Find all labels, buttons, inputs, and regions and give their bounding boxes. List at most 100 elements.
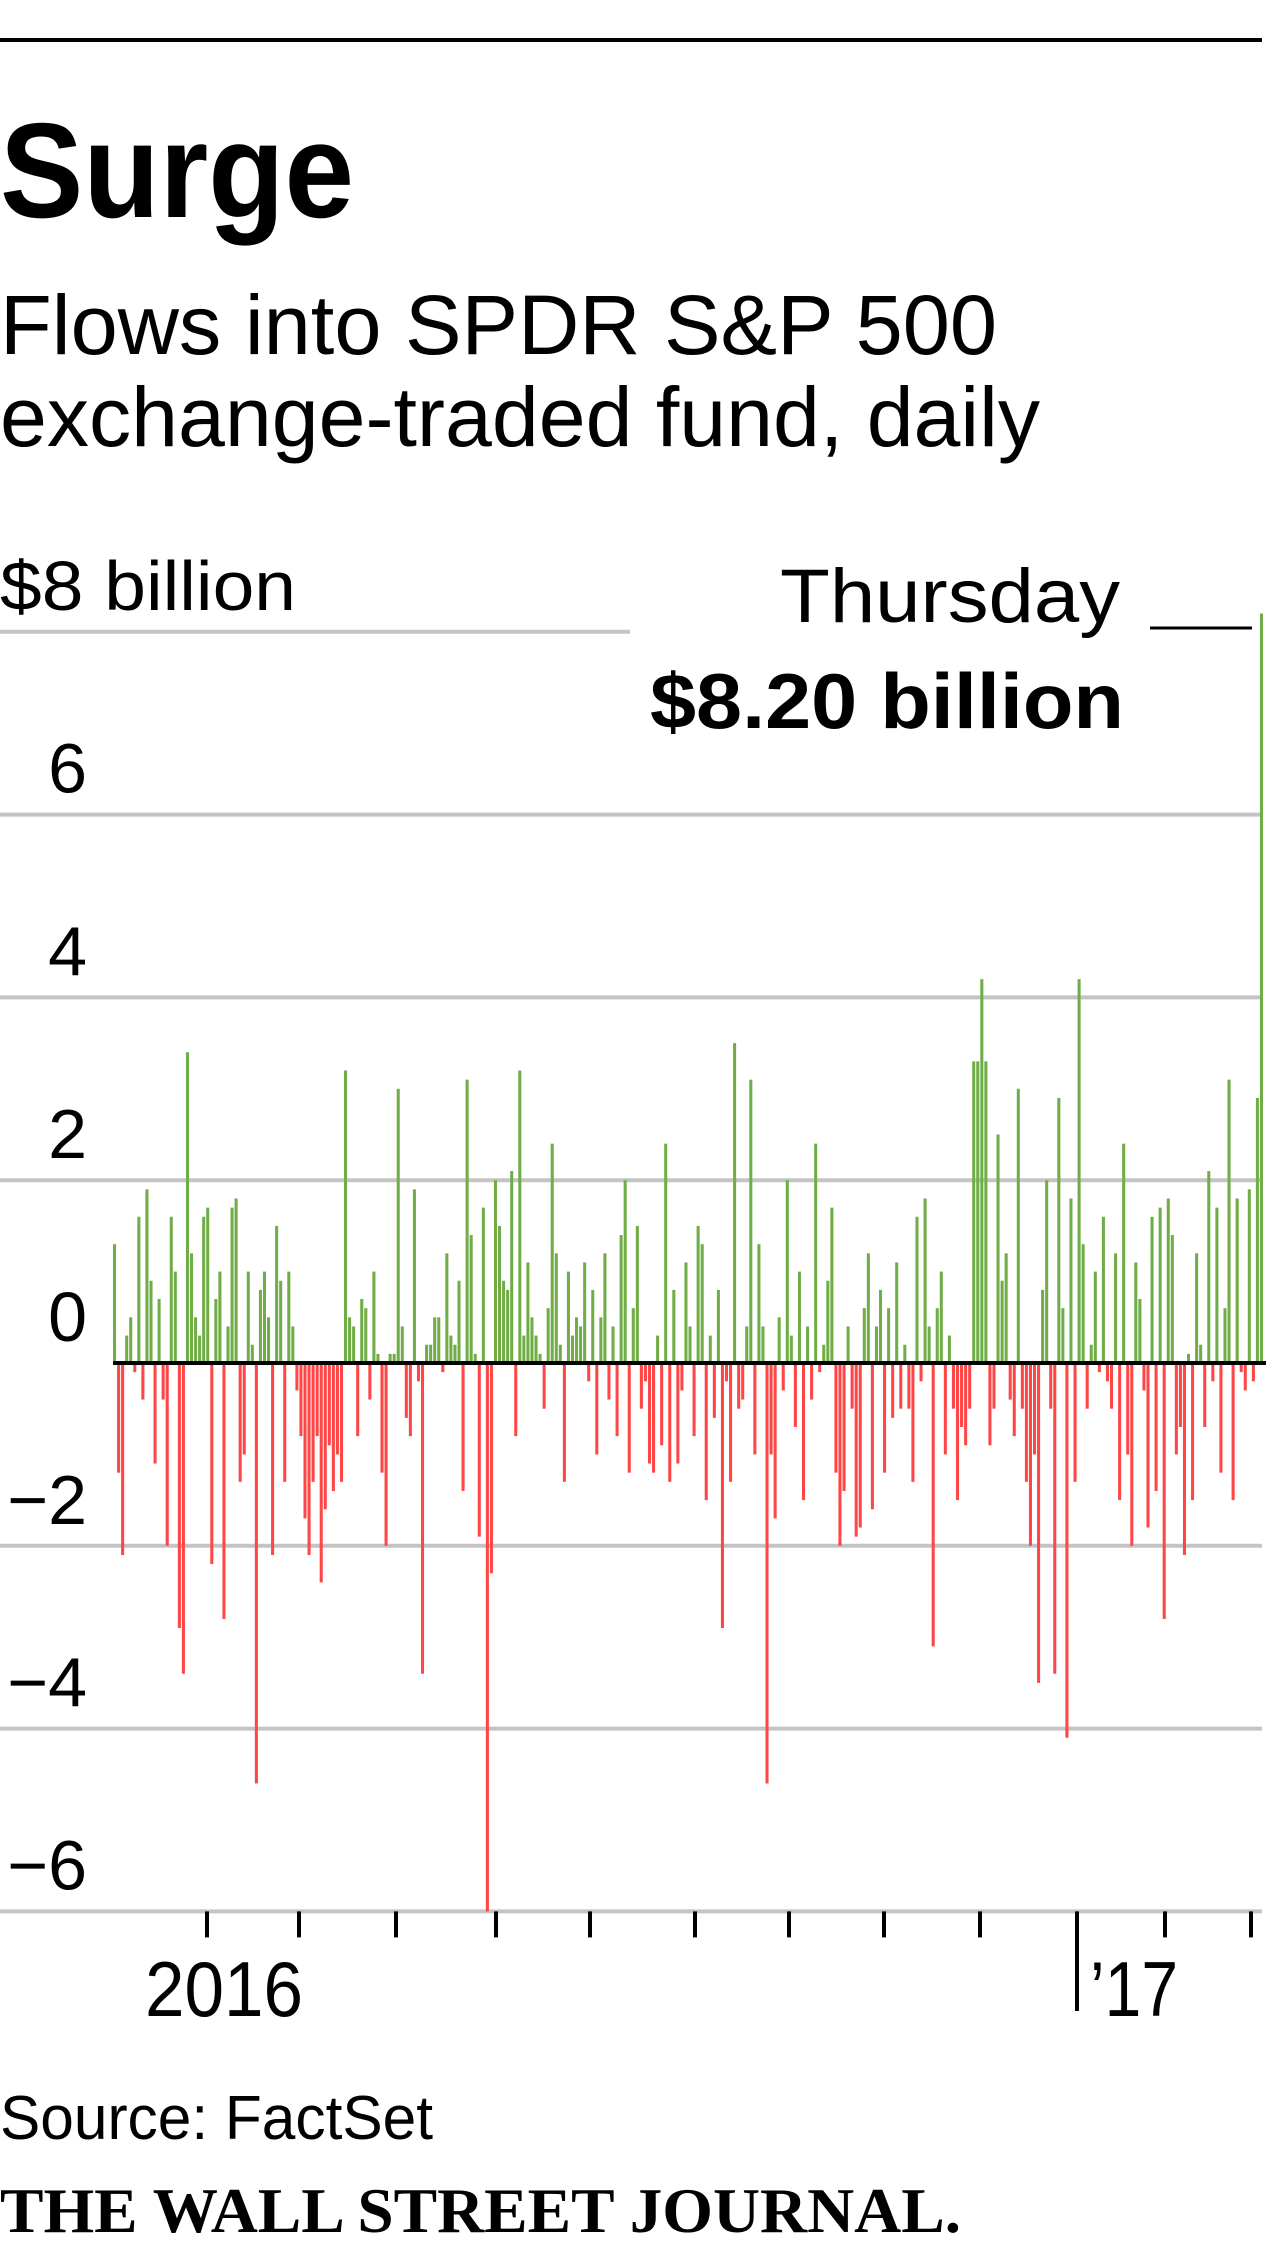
bar-inflow	[664, 1143, 668, 1363]
bar-inflow	[230, 1207, 234, 1363]
bar-outflow	[968, 1363, 972, 1409]
bar-outflow	[1073, 1363, 1077, 1482]
bar-inflow	[688, 1326, 692, 1363]
bar-outflow	[254, 1363, 258, 1784]
bar-inflow	[566, 1271, 570, 1363]
bar-outflow	[271, 1363, 275, 1555]
bar-outflow	[1008, 1363, 1012, 1400]
bar-outflow	[1109, 1363, 1114, 1409]
bar-inflow	[623, 1180, 627, 1363]
bar-inflow	[878, 1289, 883, 1363]
bar-inflow	[534, 1335, 538, 1363]
bar-outflow	[307, 1363, 311, 1555]
bar-outflow	[793, 1363, 797, 1427]
bar-outflow	[327, 1363, 331, 1446]
bar-outflow	[891, 1363, 895, 1418]
bar-inflow	[927, 1326, 931, 1363]
bar-inflow	[603, 1253, 607, 1363]
bar-inflow	[984, 1061, 988, 1363]
bar-inflow	[206, 1207, 210, 1363]
bar-outflow	[615, 1363, 619, 1437]
bar-outflow	[177, 1363, 181, 1629]
bar-inflow	[619, 1235, 623, 1363]
bar-outflow	[485, 1363, 489, 1912]
bar-inflow	[348, 1317, 352, 1363]
bar-inflow	[733, 1043, 737, 1363]
bar-outflow	[384, 1363, 388, 1546]
bar-outflow	[368, 1363, 372, 1400]
bar-outflow	[943, 1363, 947, 1455]
y-tick-label: $8 billion	[0, 547, 296, 625]
bar-inflow	[113, 1244, 117, 1363]
bar-outflow	[595, 1363, 599, 1455]
bar-inflow	[1227, 1079, 1231, 1363]
wsj-logo: THE WALL STREET JOURNAL.	[0, 2175, 961, 2246]
bar-outflow	[1178, 1363, 1182, 1427]
bar-inflow	[445, 1253, 449, 1363]
bar-outflow	[1097, 1363, 1101, 1373]
bar-outflow	[441, 1363, 445, 1373]
chart-title: Surge	[0, 95, 354, 246]
y-tick-label: 6	[48, 730, 87, 808]
bar-outflow	[724, 1363, 729, 1382]
bar-inflow	[550, 1143, 554, 1363]
bar-outflow	[1174, 1363, 1178, 1455]
bar-inflow	[757, 1244, 761, 1363]
bar-outflow	[773, 1363, 777, 1519]
bar-inflow	[530, 1317, 534, 1363]
bar-inflow	[453, 1344, 457, 1363]
bar-outflow	[238, 1363, 242, 1482]
bar-outflow	[1154, 1363, 1158, 1491]
bar-outflow	[161, 1363, 165, 1400]
bar-inflow	[234, 1198, 238, 1363]
bar-outflow	[838, 1363, 842, 1546]
bar-outflow	[676, 1363, 680, 1464]
bar-inflow	[980, 979, 984, 1363]
bar-inflow	[1158, 1207, 1162, 1363]
bar-outflow	[834, 1363, 838, 1473]
bar-outflow	[818, 1363, 822, 1373]
bar-outflow	[416, 1363, 421, 1382]
bar-inflow	[1199, 1344, 1203, 1363]
bar-outflow	[542, 1363, 546, 1409]
bar-inflow	[716, 1289, 720, 1363]
bar-inflow	[814, 1143, 818, 1363]
bar-outflow	[1020, 1363, 1024, 1409]
bar-inflow	[352, 1326, 356, 1363]
bar-inflow	[185, 1052, 189, 1363]
bar-outflow	[1126, 1363, 1130, 1455]
bar-inflow	[412, 1189, 416, 1363]
bar-outflow	[380, 1363, 384, 1473]
bar-inflow	[526, 1262, 530, 1363]
bar-outflow	[992, 1363, 996, 1409]
bar-inflow	[473, 1353, 477, 1363]
bar-inflow	[1138, 1299, 1142, 1363]
bar-outflow	[489, 1363, 493, 1574]
bar-inflow	[287, 1271, 291, 1363]
bar-outflow	[311, 1363, 315, 1482]
bar-inflow	[502, 1280, 506, 1363]
bar-outflow	[741, 1363, 745, 1400]
bar-outflow	[404, 1363, 408, 1418]
bar-inflow	[145, 1189, 149, 1363]
bar-inflow	[631, 1308, 635, 1363]
bar-inflow	[923, 1198, 927, 1363]
bar-inflow	[1134, 1262, 1138, 1363]
bar-outflow	[1231, 1363, 1235, 1501]
bar-outflow	[1239, 1363, 1243, 1373]
bar-inflow	[202, 1216, 206, 1363]
bar-outflow	[1085, 1363, 1089, 1409]
bar-inflow	[976, 1061, 980, 1363]
bar-inflow	[826, 1280, 830, 1363]
bar-inflow	[700, 1244, 704, 1363]
bar-inflow	[388, 1353, 392, 1363]
bar-inflow	[1016, 1088, 1020, 1363]
bar-inflow	[198, 1335, 202, 1363]
bar-inflow	[874, 1326, 878, 1363]
bar-inflow	[1061, 1308, 1065, 1363]
bar-outflow	[1243, 1363, 1247, 1391]
bar-inflow	[493, 1180, 498, 1363]
bar-inflow	[579, 1326, 583, 1363]
bar-outflow	[514, 1363, 518, 1437]
